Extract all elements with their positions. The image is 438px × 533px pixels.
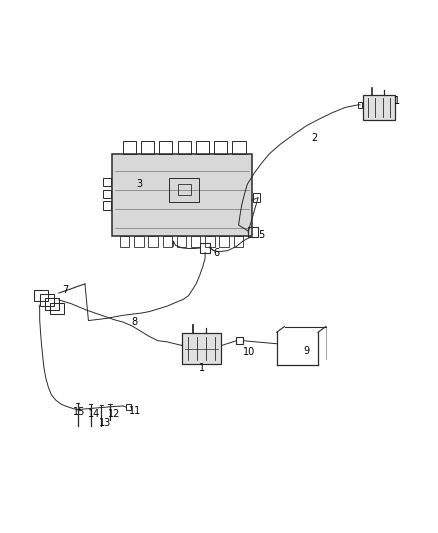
Text: 8: 8 xyxy=(131,317,137,327)
Bar xyxy=(45,298,59,310)
Bar xyxy=(358,102,362,108)
Bar xyxy=(113,154,252,236)
Bar xyxy=(200,243,210,253)
Bar xyxy=(123,141,136,154)
Bar xyxy=(170,177,199,201)
Bar xyxy=(159,141,173,154)
Bar xyxy=(50,303,64,314)
Bar xyxy=(196,141,209,154)
Text: 7: 7 xyxy=(63,285,69,295)
Bar xyxy=(103,190,111,198)
Text: 5: 5 xyxy=(258,230,265,240)
Bar xyxy=(162,236,172,247)
Bar xyxy=(177,236,186,247)
Text: 11: 11 xyxy=(129,406,141,416)
Text: 6: 6 xyxy=(214,248,220,259)
Bar xyxy=(103,178,111,187)
Bar xyxy=(134,236,144,247)
Bar xyxy=(141,141,154,154)
Bar xyxy=(233,141,246,154)
Text: 3: 3 xyxy=(137,179,143,189)
Bar xyxy=(103,201,111,210)
Bar xyxy=(120,236,129,247)
Bar xyxy=(205,236,215,247)
Text: 15: 15 xyxy=(73,407,85,417)
Bar xyxy=(234,236,243,247)
Bar xyxy=(191,236,200,247)
Bar xyxy=(248,227,258,237)
Bar xyxy=(178,184,191,196)
Bar xyxy=(214,141,227,154)
Text: 2: 2 xyxy=(311,133,318,143)
Text: 14: 14 xyxy=(88,409,100,419)
Bar xyxy=(126,405,131,410)
Bar xyxy=(253,193,260,203)
Text: 1: 1 xyxy=(198,364,205,373)
Text: 9: 9 xyxy=(303,346,309,357)
Bar xyxy=(182,333,221,364)
Text: 1: 1 xyxy=(394,96,400,106)
Bar xyxy=(35,290,48,302)
Bar xyxy=(237,337,244,344)
Text: 13: 13 xyxy=(99,418,111,428)
Bar xyxy=(148,236,158,247)
Bar xyxy=(364,95,395,120)
Bar xyxy=(178,141,191,154)
Bar xyxy=(219,236,229,247)
Bar xyxy=(40,294,53,306)
Text: 12: 12 xyxy=(107,409,120,419)
Text: 10: 10 xyxy=(244,348,256,358)
